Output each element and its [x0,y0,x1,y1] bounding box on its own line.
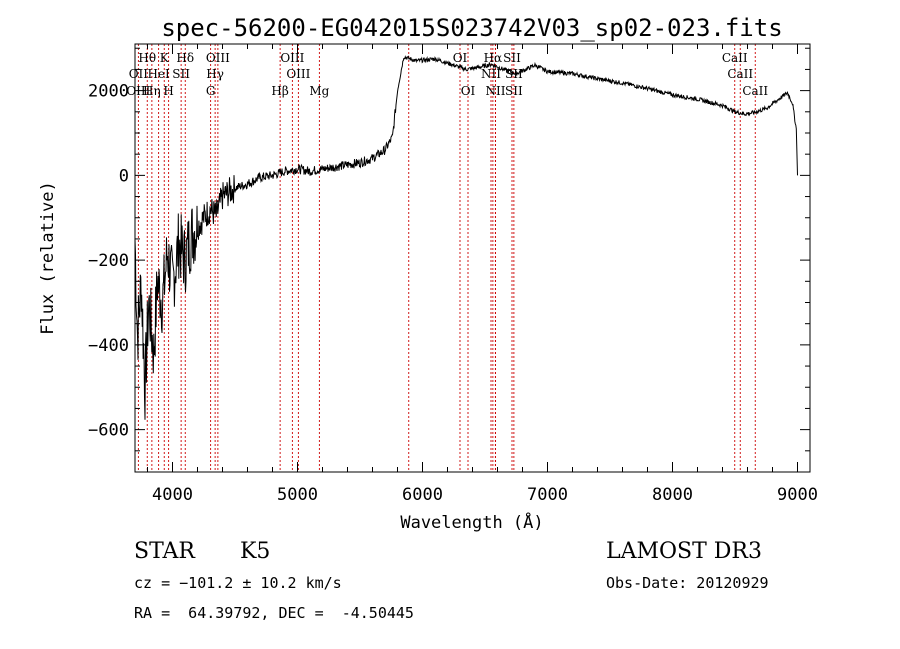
x-tick-label: 5000 [277,485,318,505]
chart-title: spec-56200-EG042015S023742V03_sp02-023.f… [161,14,782,42]
redshift-cz: cz = −101.2 ± 10.2 km/s [134,574,342,592]
marker-label: CaII [722,51,748,65]
x-tick-label: 7000 [527,485,568,505]
marker-label: SII [503,51,521,65]
y-tick-label: −200 [88,251,129,271]
marker-label: OIII [206,51,230,65]
marker-label: K [160,51,170,65]
marker-lines [137,44,756,472]
marker-label: Hα [484,51,503,65]
y-tick-label: 2000 [88,82,129,102]
y-axis-label: Flux (relative) [38,181,58,335]
marker-label: OIII [286,67,310,81]
y-tick-label: 0 [119,166,129,186]
spectrum-line [134,55,798,420]
marker-label: NII [486,84,506,98]
marker-label: OI [453,51,468,65]
survey-name: LAMOST DR3 [606,539,762,564]
x-axis-label: Wavelength (Å) [400,511,543,533]
x-axis-ticks: 4000 5000 6000 7000 8000 9000 [147,44,818,505]
x-tick-label: 6000 [402,485,443,505]
plot-frame [134,43,811,473]
marker-label: CaII [727,67,753,81]
marker-label: HeI [147,67,170,81]
x-tick-label: 8000 [652,485,693,505]
x-tick-label: 4000 [152,485,193,505]
marker-label: Hγ [206,67,224,81]
x-tick-label: 9000 [777,485,818,505]
observation-date: Obs-Date: 20120929 [606,574,769,592]
marker-label: SII [172,67,190,81]
marker-label: OIII [280,51,304,65]
marker-label: H [163,84,173,98]
marker-label: OII [129,67,149,81]
y-axis-ticks: −600 −400 −200 0 2000 [88,47,810,473]
coordinates: RA = 64.39792, DEC = -4.50445 [134,604,414,622]
y-tick-label: −600 [88,421,129,441]
y-tick-label: −400 [88,336,129,356]
marker-label: Hδ [176,51,194,65]
marker-label: Hη [143,84,161,98]
marker-label: SII [505,84,523,98]
marker-label: NII [481,67,501,81]
marker-label: Hθ [138,51,156,65]
object-class: STAR [134,539,195,564]
marker-label: Mg [309,84,329,98]
marker-label: Hβ [271,84,288,98]
object-subclass: K5 [240,539,271,564]
marker-label: G [206,84,216,98]
marker-label: OI [461,84,476,98]
marker-label: CaII [742,84,768,98]
